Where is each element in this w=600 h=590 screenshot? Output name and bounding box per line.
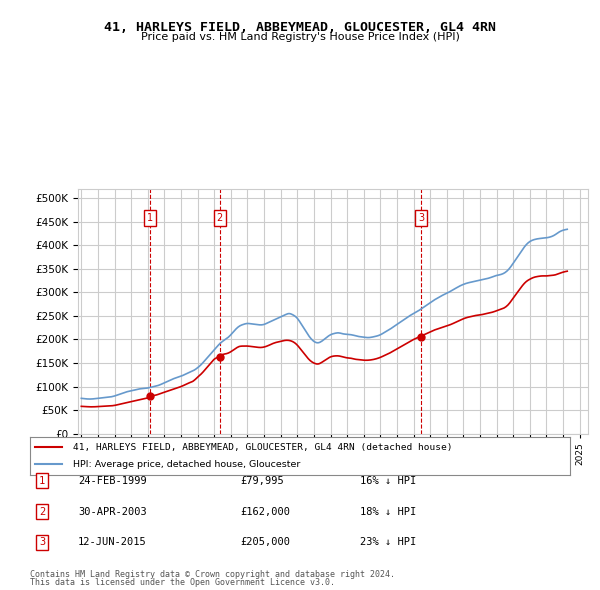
Text: £79,995: £79,995 xyxy=(240,476,284,486)
Text: 1: 1 xyxy=(39,476,45,486)
Text: 2: 2 xyxy=(217,213,223,223)
Text: 41, HARLEYS FIELD, ABBEYMEAD, GLOUCESTER, GL4 4RN (detached house): 41, HARLEYS FIELD, ABBEYMEAD, GLOUCESTER… xyxy=(73,443,453,452)
Text: 3: 3 xyxy=(39,537,45,547)
Text: HPI: Average price, detached house, Gloucester: HPI: Average price, detached house, Glou… xyxy=(73,460,301,468)
Text: Contains HM Land Registry data © Crown copyright and database right 2024.: Contains HM Land Registry data © Crown c… xyxy=(30,571,395,579)
Text: This data is licensed under the Open Government Licence v3.0.: This data is licensed under the Open Gov… xyxy=(30,578,335,587)
Text: 41, HARLEYS FIELD, ABBEYMEAD, GLOUCESTER, GL4 4RN: 41, HARLEYS FIELD, ABBEYMEAD, GLOUCESTER… xyxy=(104,21,496,34)
Text: 2: 2 xyxy=(39,507,45,516)
Text: 24-FEB-1999: 24-FEB-1999 xyxy=(78,476,147,486)
Text: 3: 3 xyxy=(418,213,424,223)
Text: £162,000: £162,000 xyxy=(240,507,290,516)
Text: Price paid vs. HM Land Registry's House Price Index (HPI): Price paid vs. HM Land Registry's House … xyxy=(140,32,460,42)
Text: 1: 1 xyxy=(147,213,153,223)
Text: 16% ↓ HPI: 16% ↓ HPI xyxy=(360,476,416,486)
Text: 12-JUN-2015: 12-JUN-2015 xyxy=(78,537,147,547)
Text: 30-APR-2003: 30-APR-2003 xyxy=(78,507,147,516)
Text: 18% ↓ HPI: 18% ↓ HPI xyxy=(360,507,416,516)
Text: £205,000: £205,000 xyxy=(240,537,290,547)
Text: 23% ↓ HPI: 23% ↓ HPI xyxy=(360,537,416,547)
